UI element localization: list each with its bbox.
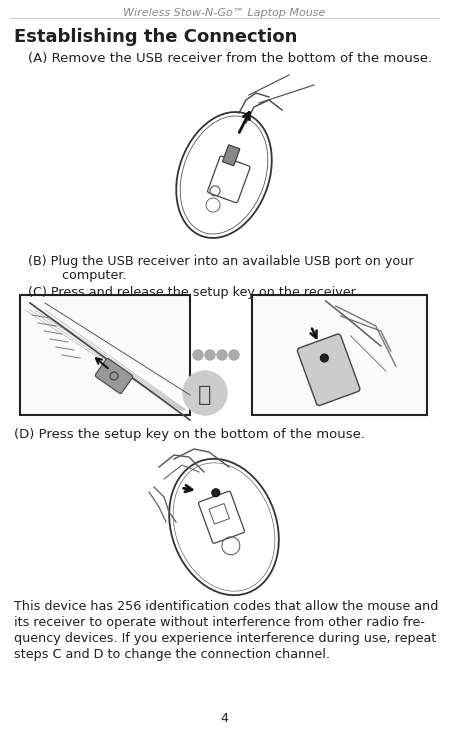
Circle shape xyxy=(229,350,239,360)
Circle shape xyxy=(320,354,328,362)
Circle shape xyxy=(212,488,220,496)
Text: (D) Press the setup key on the bottom of the mouse.: (D) Press the setup key on the bottom of… xyxy=(14,428,365,441)
Text: (B) Plug the USB receiver into an available USB port on your: (B) Plug the USB receiver into an availa… xyxy=(28,255,414,268)
Circle shape xyxy=(193,350,203,360)
Text: its receiver to operate without interference from other radio fre-: its receiver to operate without interfer… xyxy=(14,616,425,629)
Text: This device has 256 identification codes that allow the mouse and: This device has 256 identification codes… xyxy=(14,600,438,613)
Circle shape xyxy=(205,350,215,360)
Text: (A) Remove the USB receiver from the bottom of the mouse.: (A) Remove the USB receiver from the bot… xyxy=(28,52,432,65)
Text: 4: 4 xyxy=(220,712,229,725)
Text: Wireless Stow-N-Go™ Laptop Mouse: Wireless Stow-N-Go™ Laptop Mouse xyxy=(123,8,326,18)
Text: steps C and D to change the connection channel.: steps C and D to change the connection c… xyxy=(14,648,330,661)
Circle shape xyxy=(217,350,227,360)
Text: (C) Press and release the setup key on the receiver.: (C) Press and release the setup key on t… xyxy=(28,286,359,299)
Bar xyxy=(252,295,427,415)
Bar xyxy=(209,504,229,524)
Bar xyxy=(222,145,240,165)
FancyBboxPatch shape xyxy=(95,359,133,394)
Text: Establishing the Connection: Establishing the Connection xyxy=(14,28,297,46)
Circle shape xyxy=(183,371,227,415)
Text: ⎆: ⎆ xyxy=(198,385,211,405)
FancyBboxPatch shape xyxy=(297,334,360,405)
Text: quency devices. If you experience interference during use, repeat: quency devices. If you experience interf… xyxy=(14,632,436,645)
Bar xyxy=(20,295,190,415)
Text: computer.: computer. xyxy=(46,269,127,282)
